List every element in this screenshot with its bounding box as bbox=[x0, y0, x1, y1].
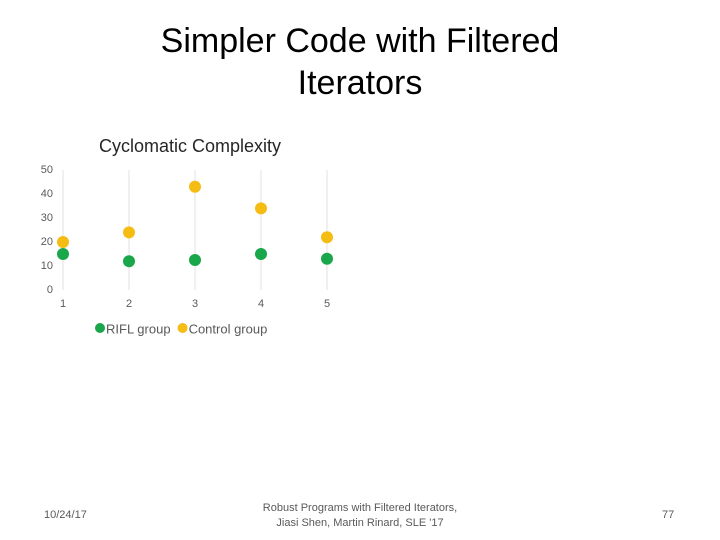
y-tick-label: 0 bbox=[47, 284, 53, 296]
footer-center: Robust Programs with Filtered Iterators,… bbox=[230, 501, 490, 531]
page-number: 77 bbox=[662, 509, 675, 521]
data-point bbox=[255, 248, 267, 260]
slide-title: Simpler Code with Filtered Iterators bbox=[160, 22, 560, 102]
y-tick-label: 50 bbox=[41, 164, 53, 176]
data-point bbox=[189, 180, 201, 193]
x-tick-label: 1 bbox=[60, 298, 66, 310]
data-point bbox=[189, 254, 201, 266]
y-tick-label: 30 bbox=[41, 212, 53, 224]
legend-label: RIFL group bbox=[106, 321, 171, 336]
x-tick-label: 5 bbox=[324, 298, 330, 310]
data-point bbox=[57, 236, 69, 248]
data-point bbox=[321, 231, 333, 244]
data-point bbox=[255, 202, 267, 215]
legend-marker bbox=[95, 323, 105, 333]
data-point bbox=[123, 226, 135, 239]
legend-label: Control group bbox=[189, 321, 268, 336]
y-tick-label: 10 bbox=[41, 260, 53, 272]
y-tick-label: 40 bbox=[41, 188, 53, 200]
y-tick-label: 20 bbox=[41, 236, 53, 248]
legend-marker bbox=[177, 323, 188, 333]
chart-title: Cyclomatic Complexity bbox=[99, 136, 281, 156]
footer-line: Robust Programs with Filtered Iterators, bbox=[262, 502, 458, 514]
x-tick-label: 2 bbox=[126, 298, 132, 310]
x-tick-label: 4 bbox=[258, 298, 264, 310]
footer-date: 10/24/17 bbox=[44, 509, 87, 521]
data-point bbox=[321, 252, 333, 265]
data-point bbox=[57, 248, 69, 260]
x-tick-label: 3 bbox=[192, 298, 198, 310]
footer-line: Jiasi Shen, Martin Rinard, SLE '17 bbox=[276, 517, 444, 529]
data-point bbox=[123, 255, 135, 268]
